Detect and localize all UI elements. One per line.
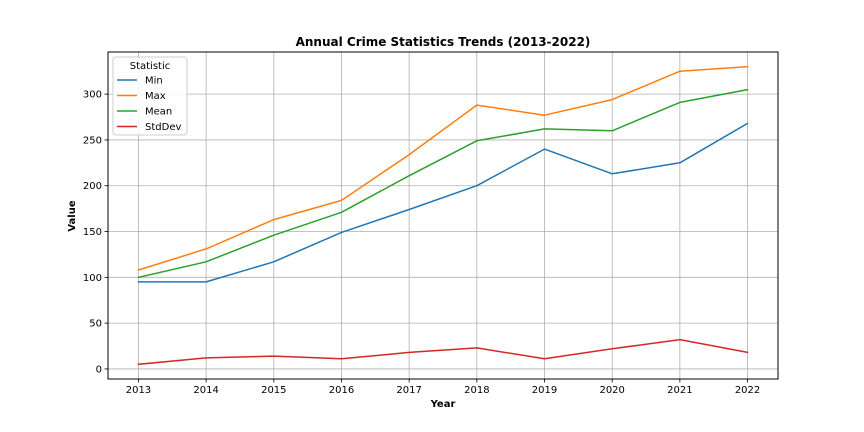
- y-tick-label: 300: [83, 90, 102, 101]
- x-tick-label: 2018: [464, 385, 489, 396]
- legend: Statistic Min Max Mean StdDev: [112, 56, 188, 136]
- plot-frame: [107, 51, 779, 380]
- x-tick-label: 2014: [193, 385, 218, 396]
- legend-box: [112, 56, 188, 136]
- grid: [108, 52, 778, 379]
- series-line-max: [137, 65, 749, 271]
- series-line-stddev: [137, 338, 749, 366]
- legend-label-mean: Mean: [145, 107, 172, 118]
- legend-items: Min Max Mean StdDev: [117, 76, 181, 133]
- x-tick-label: 2021: [667, 385, 692, 396]
- legend-label-min: Min: [145, 76, 163, 87]
- x-tick-label: 2013: [126, 385, 151, 396]
- x-tick-label: 2015: [261, 385, 286, 396]
- y-tick-label: 100: [83, 273, 102, 284]
- x-tick-label: 2019: [532, 385, 557, 396]
- y-tick-label: 150: [83, 227, 102, 238]
- legend-label-max: Max: [145, 91, 166, 102]
- legend-label-stddev: StdDev: [145, 122, 181, 133]
- series-line-mean: [137, 88, 749, 279]
- x-tick-label: 2017: [396, 385, 421, 396]
- x-tick-label: 2022: [735, 385, 760, 396]
- series-lines: [137, 65, 749, 366]
- legend-title: Statistic: [130, 61, 171, 72]
- chart-title: Annual Crime Statistics Trends (2013-202…: [296, 35, 591, 49]
- y-tick-label: 200: [83, 181, 102, 192]
- y-tick-label: 0: [96, 364, 102, 375]
- y-tick-label: 250: [83, 135, 102, 146]
- y-axis-ticks: 0 50 100 150 200 250 300: [83, 90, 108, 375]
- series-line-min: [137, 122, 749, 283]
- x-axis-ticks: 2013 2014 2015 2016 2017 2018 2019 2020 2021 2022: [126, 379, 760, 396]
- y-axis-title: Value: [67, 200, 78, 231]
- x-tick-label: 2016: [329, 385, 354, 396]
- y-tick-label: 50: [89, 319, 102, 330]
- x-tick-label: 2020: [599, 385, 624, 396]
- x-axis-title: Year: [430, 399, 456, 410]
